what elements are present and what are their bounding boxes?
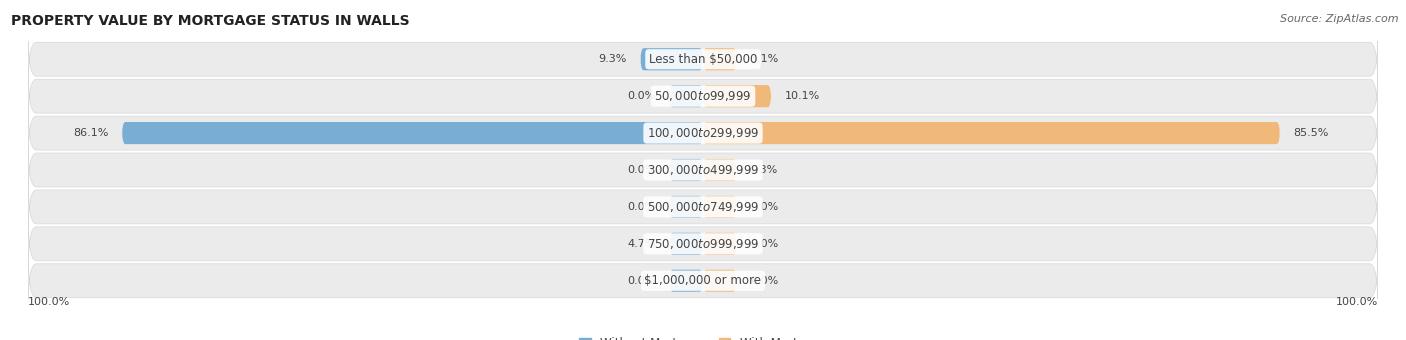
Text: 0.0%: 0.0% <box>627 276 655 286</box>
Text: 0.0%: 0.0% <box>627 202 655 212</box>
Text: 3.1%: 3.1% <box>751 54 779 64</box>
FancyBboxPatch shape <box>703 48 737 70</box>
Text: $300,000 to $499,999: $300,000 to $499,999 <box>647 163 759 177</box>
Text: 85.5%: 85.5% <box>1294 128 1329 138</box>
Text: 1.3%: 1.3% <box>751 165 779 175</box>
Text: Source: ZipAtlas.com: Source: ZipAtlas.com <box>1281 14 1399 23</box>
FancyBboxPatch shape <box>28 180 1378 234</box>
FancyBboxPatch shape <box>703 270 737 292</box>
FancyBboxPatch shape <box>28 253 1378 308</box>
FancyBboxPatch shape <box>669 196 703 218</box>
FancyBboxPatch shape <box>28 106 1378 160</box>
FancyBboxPatch shape <box>703 85 770 107</box>
FancyBboxPatch shape <box>640 48 703 70</box>
FancyBboxPatch shape <box>28 217 1378 271</box>
Text: $100,000 to $299,999: $100,000 to $299,999 <box>647 126 759 140</box>
FancyBboxPatch shape <box>28 143 1378 197</box>
Text: 100.0%: 100.0% <box>1336 296 1378 307</box>
Text: 0.0%: 0.0% <box>627 91 655 101</box>
FancyBboxPatch shape <box>703 122 1279 144</box>
Text: 4.7%: 4.7% <box>627 239 655 249</box>
Text: Less than $50,000: Less than $50,000 <box>648 53 758 66</box>
Legend: Without Mortgage, With Mortgage: Without Mortgage, With Mortgage <box>579 337 827 340</box>
FancyBboxPatch shape <box>669 85 703 107</box>
FancyBboxPatch shape <box>669 233 703 255</box>
FancyBboxPatch shape <box>703 196 737 218</box>
FancyBboxPatch shape <box>669 159 703 181</box>
FancyBboxPatch shape <box>28 32 1378 87</box>
Text: 0.0%: 0.0% <box>751 276 779 286</box>
Text: $500,000 to $749,999: $500,000 to $749,999 <box>647 200 759 214</box>
Text: 0.0%: 0.0% <box>751 239 779 249</box>
Text: 0.0%: 0.0% <box>751 202 779 212</box>
Text: 9.3%: 9.3% <box>599 54 627 64</box>
FancyBboxPatch shape <box>703 159 737 181</box>
Text: $750,000 to $999,999: $750,000 to $999,999 <box>647 237 759 251</box>
Text: $50,000 to $99,999: $50,000 to $99,999 <box>654 89 752 103</box>
Text: 100.0%: 100.0% <box>28 296 70 307</box>
FancyBboxPatch shape <box>669 270 703 292</box>
FancyBboxPatch shape <box>122 122 703 144</box>
Text: 10.1%: 10.1% <box>785 91 820 101</box>
Text: $1,000,000 or more: $1,000,000 or more <box>644 274 762 287</box>
FancyBboxPatch shape <box>28 69 1378 123</box>
Text: 86.1%: 86.1% <box>73 128 108 138</box>
Text: 0.0%: 0.0% <box>627 165 655 175</box>
FancyBboxPatch shape <box>703 233 737 255</box>
Text: PROPERTY VALUE BY MORTGAGE STATUS IN WALLS: PROPERTY VALUE BY MORTGAGE STATUS IN WAL… <box>11 14 411 28</box>
